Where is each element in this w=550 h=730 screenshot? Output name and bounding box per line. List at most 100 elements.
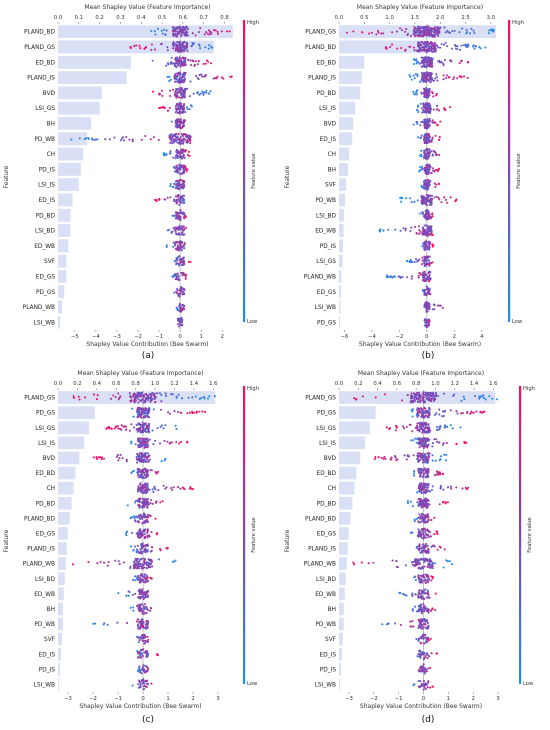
swarm-point [427, 110, 430, 113]
swarm-point [410, 201, 413, 204]
bottom-tick-label: −3 [64, 696, 72, 702]
swarm-point [394, 275, 397, 278]
swarm-point [177, 393, 180, 396]
swarm-point [139, 482, 142, 485]
swarm-point [436, 124, 439, 127]
swarm-point [132, 395, 135, 398]
swarm-point [430, 78, 433, 81]
swarm-point [433, 121, 436, 124]
swarm-point [180, 157, 184, 160]
top-tick-label: 0.4 [93, 381, 102, 387]
swarm-point [423, 184, 426, 187]
bottom-tick-label: 0 [178, 334, 182, 340]
swarm-point [139, 490, 143, 493]
swarm-point [198, 73, 201, 77]
swarm-point [134, 399, 137, 402]
swarm-point [419, 154, 422, 157]
swarm-point [183, 227, 186, 230]
swarm-point [429, 49, 433, 52]
swarm-point [179, 91, 183, 94]
swarm-point [117, 427, 120, 430]
swarm-point [422, 42, 425, 46]
swarm-point [171, 185, 174, 188]
swarm-point [426, 138, 429, 141]
swarm-point [428, 232, 431, 236]
swarm-point [186, 412, 189, 415]
colorbar-high-label: High [247, 386, 259, 392]
swarm-point [488, 395, 491, 398]
importance-bar [339, 55, 365, 69]
importance-bar [58, 663, 60, 676]
swarm-point [414, 93, 417, 96]
swarm-point [77, 395, 80, 398]
swarm-point [185, 139, 188, 142]
swarm-point [395, 425, 398, 428]
swarm-point [429, 166, 432, 169]
swarm-point [399, 229, 402, 232]
swarm-point [176, 95, 179, 98]
swarm-point [117, 560, 120, 563]
swarm-point [137, 607, 140, 610]
swarm-point [203, 395, 206, 399]
swarm-point [428, 134, 431, 137]
swarm-point [179, 411, 182, 414]
swarm-point [195, 410, 199, 413]
swarm-point [140, 618, 143, 621]
swarm-point [136, 548, 139, 551]
swarm-point [394, 429, 397, 432]
swarm-point [178, 96, 181, 99]
swarm-point [138, 577, 141, 580]
swarm-point [426, 431, 429, 434]
swarm-point [140, 391, 144, 394]
panel-caption: (a) [142, 351, 155, 361]
swarm-point [410, 401, 414, 404]
swarm-point [426, 278, 429, 281]
swarm-point [395, 30, 398, 33]
top-tick-label: 0.6 [112, 381, 121, 387]
swarm-point [175, 179, 178, 183]
swarm-point [184, 34, 187, 37]
swarm-point [141, 654, 145, 658]
swarm-point [422, 424, 425, 428]
swarm-point [163, 28, 166, 31]
top-tick-label: 1.6 [209, 381, 218, 387]
swarm-point [182, 137, 185, 140]
importance-bar [339, 40, 426, 54]
top-tick-label: 0.0 [335, 15, 344, 21]
swarm-point [147, 621, 150, 624]
swarm-point [423, 58, 426, 61]
swarm-point [414, 72, 417, 76]
swarm-point [92, 456, 95, 459]
swarm-point [449, 196, 452, 199]
swarm-point [120, 428, 123, 431]
swarm-point [435, 195, 438, 198]
swarm-point [171, 393, 174, 396]
swarm-point [419, 273, 422, 276]
swarm-point [179, 287, 182, 290]
swarm-point [188, 108, 191, 111]
swarm-point [192, 60, 195, 63]
swarm-point [406, 394, 409, 397]
swarm-point [135, 550, 138, 553]
swarm-point [422, 201, 425, 204]
importance-bar [58, 542, 67, 555]
swarm-point [165, 64, 168, 67]
swarm-point [179, 441, 183, 444]
importance-bar [339, 527, 349, 540]
swarm-point [172, 30, 175, 33]
swarm-point [142, 491, 146, 494]
swarm-point [179, 210, 182, 213]
swarm-point [386, 275, 389, 278]
swarm-point [180, 249, 183, 252]
importance-bar [339, 617, 344, 631]
swarm-point [183, 242, 186, 245]
swarm-point [438, 426, 441, 429]
swarm-point [424, 410, 427, 413]
swarm-point [428, 392, 431, 395]
colorbar-high-label: High [247, 20, 259, 26]
swarm-point [176, 318, 180, 321]
swarm-point [445, 442, 448, 445]
swarm-point [428, 164, 431, 167]
swarm-point [136, 575, 139, 578]
swarm-point [391, 43, 394, 46]
